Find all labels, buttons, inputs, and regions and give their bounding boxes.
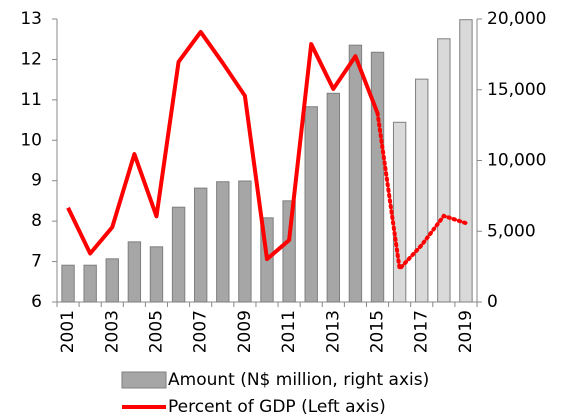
y2-tick-label: 15,000	[487, 80, 546, 100]
x-tick-label: 2009	[235, 310, 255, 353]
bar	[216, 181, 230, 303]
x-tick-label: 2011	[279, 310, 299, 353]
y-tick-label: 13	[20, 9, 42, 29]
y2-tick-label: 5,000	[487, 221, 536, 241]
x-tick-label: 2007	[191, 310, 211, 353]
x-tick-label: 2013	[323, 310, 343, 353]
y2-tick-label: 10,000	[487, 151, 546, 171]
bar	[83, 264, 97, 303]
bar	[238, 180, 252, 303]
line	[66, 29, 380, 262]
y-tick-label: 8	[31, 211, 42, 231]
bar	[437, 38, 451, 303]
x-tick-label: 2003	[102, 310, 122, 353]
bar	[105, 258, 119, 303]
legend-swatch	[121, 371, 167, 389]
y-tick-label: 12	[20, 49, 42, 69]
bar	[459, 19, 473, 303]
bar	[392, 121, 407, 303]
y-tick-label: 10	[20, 130, 42, 150]
bar	[61, 264, 75, 303]
bar	[304, 106, 318, 303]
x-tick-label: 2019	[456, 310, 476, 353]
line-projection	[375, 111, 468, 274]
bar	[149, 246, 164, 303]
y-tick-label: 6	[31, 292, 42, 312]
y-tick-label: 9	[31, 171, 42, 191]
bar	[127, 241, 142, 303]
x-tick-label: 2017	[412, 310, 432, 353]
bar	[171, 206, 186, 303]
y2-tick-label: 0	[487, 292, 498, 312]
legend-label: Percent of GDP (Left axis)	[168, 397, 386, 417]
legend-label: Amount (N$ million, right axis)	[168, 370, 429, 390]
x-tick-label: 2005	[146, 310, 166, 353]
x-tick-label: 2001	[58, 310, 78, 353]
bar	[326, 92, 341, 303]
y-tick-label: 7	[31, 252, 42, 272]
bar	[415, 78, 429, 303]
x-tick-label: 2015	[368, 310, 388, 353]
bar	[348, 44, 363, 303]
bar	[193, 187, 208, 303]
y-tick-label: 11	[20, 90, 42, 110]
bar	[370, 51, 385, 303]
y2-tick-label: 20,000	[487, 9, 546, 29]
